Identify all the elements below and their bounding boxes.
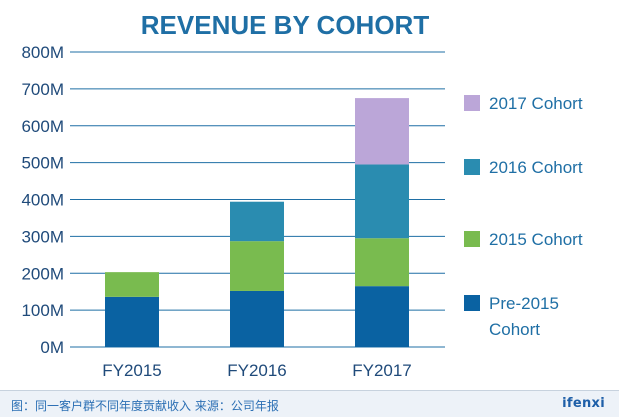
legend-swatch (464, 95, 480, 111)
legend-label: 2017 Cohort (489, 94, 583, 113)
legend-label: 2016 Cohort (489, 158, 583, 177)
legend: 2017 Cohort 2016 Cohort 2015 Cohort Pre-201… (464, 94, 583, 339)
bar-segment (355, 164, 409, 239)
bar-segment (230, 290, 284, 347)
x-tick-label: FY2016 (227, 361, 287, 380)
legend-swatch (464, 231, 480, 247)
bar-segment (105, 296, 159, 347)
bar-segment (105, 272, 159, 297)
y-tick-label: 200M (21, 264, 64, 283)
y-axis-ticks: 0M 100M 200M 300M 400M 500M 600M 700M 800M (21, 43, 64, 357)
y-tick-label: 700M (21, 80, 64, 99)
y-tick-label: 400M (21, 191, 64, 210)
bar-segment (230, 201, 284, 242)
y-tick-label: 500M (21, 154, 64, 173)
y-tick-label: 100M (21, 301, 64, 320)
chart-title: REVENUE BY COHORT (141, 10, 430, 40)
bar-segment (355, 286, 409, 347)
y-tick-label: 600M (21, 117, 64, 136)
legend-swatch (464, 159, 480, 175)
y-tick-label: 0M (40, 338, 64, 357)
x-tick-label: FY2017 (352, 361, 412, 380)
x-tick-label: FY2015 (102, 361, 162, 380)
footer-bar: 图：同一客户群不同年度贡献收入 来源：公司年报 ifenxi (0, 390, 619, 417)
y-tick-label: 300M (21, 227, 64, 246)
legend-label: Pre-2015 Cohort (489, 294, 559, 339)
bar-segment (355, 238, 409, 287)
y-tick-label: 800M (21, 43, 64, 62)
bar-segment (355, 98, 409, 165)
bars (105, 98, 409, 347)
ifenxi-logo: ifenxi (562, 396, 605, 411)
legend-swatch (464, 295, 480, 311)
x-axis-ticks: FY2015 FY2016 FY2017 (102, 361, 412, 380)
bar-segment (230, 241, 284, 291)
revenue-chart: REVENUE BY COHORT 0M 100M 200M 300M 400M 500M… (21, 10, 583, 380)
source-note: 图：同一客户群不同年度贡献收入 来源：公司年报 (11, 399, 279, 413)
legend-label: 2015 Cohort (489, 230, 583, 249)
